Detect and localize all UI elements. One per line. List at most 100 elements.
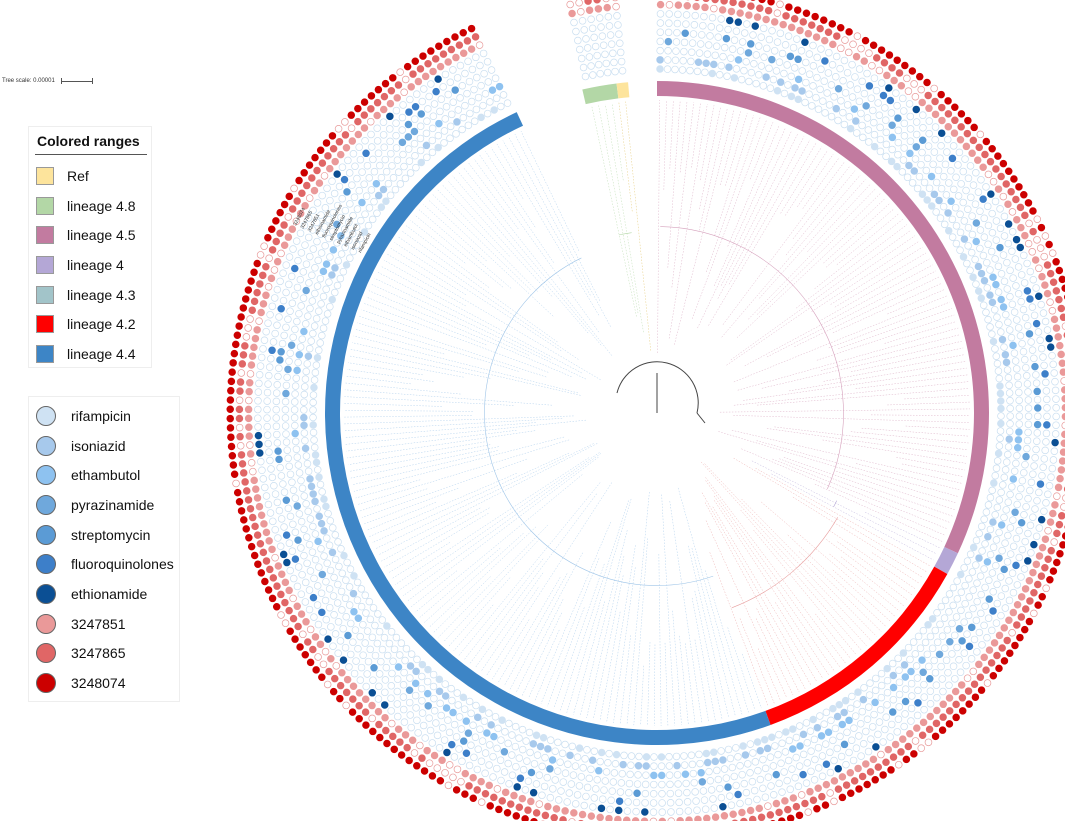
resistance-dot bbox=[381, 688, 389, 697]
resistance-dot bbox=[888, 64, 896, 72]
resistance-dot bbox=[353, 241, 361, 249]
resistance-dot bbox=[1037, 300, 1045, 309]
resistance-dot bbox=[900, 132, 909, 140]
resistance-dot bbox=[337, 213, 345, 222]
resistance-dot bbox=[599, 41, 608, 49]
resistance-dot bbox=[616, 48, 625, 57]
resistance-dot bbox=[524, 777, 533, 785]
resistance-dot bbox=[328, 524, 337, 532]
resistance-dot bbox=[753, 795, 761, 804]
resistance-dot bbox=[361, 591, 370, 600]
resistance-dot bbox=[1054, 333, 1062, 341]
resistance-dot bbox=[717, 747, 725, 755]
resistance-dot bbox=[299, 294, 308, 302]
resistance-dot bbox=[605, 22, 614, 30]
resistance-dot bbox=[970, 635, 979, 644]
resistance-dot bbox=[273, 257, 282, 266]
resistance-dot bbox=[485, 709, 493, 717]
resistance-dot bbox=[649, 808, 658, 816]
resistance-dot bbox=[363, 670, 371, 678]
resistance-dot bbox=[304, 312, 312, 320]
resistance-dot bbox=[720, 43, 729, 52]
resistance-dot bbox=[875, 66, 884, 75]
resistance-dot bbox=[674, 1, 683, 9]
resistance-dot bbox=[405, 157, 414, 165]
resistance-dot bbox=[340, 175, 349, 184]
resistance-dot bbox=[1032, 284, 1040, 292]
resistance-dot bbox=[752, 79, 760, 88]
resistance-dot bbox=[713, 766, 721, 775]
resistance-dot bbox=[890, 76, 898, 85]
resistance-dot bbox=[572, 27, 580, 36]
resistance-dot bbox=[495, 805, 503, 814]
resistance-dot bbox=[855, 65, 864, 73]
resistance-dot bbox=[658, 817, 667, 821]
tree-branch bbox=[508, 137, 611, 327]
resistance-dot bbox=[701, 805, 710, 813]
resistance-dot bbox=[244, 414, 253, 423]
resistance-dot bbox=[370, 167, 379, 176]
resistance-dot bbox=[734, 753, 742, 761]
resistance-dot bbox=[863, 114, 872, 122]
resistance-dot bbox=[460, 705, 469, 713]
resistance-dot bbox=[656, 28, 665, 36]
resistance-dot bbox=[867, 735, 875, 743]
resistance-dot bbox=[254, 423, 262, 431]
resistance-dot bbox=[399, 681, 408, 689]
resistance-dot bbox=[318, 331, 326, 340]
resistance-dot bbox=[788, 765, 796, 773]
resistance-dot bbox=[329, 592, 338, 600]
resistance-dot bbox=[999, 192, 1008, 201]
resistance-dot bbox=[1005, 616, 1013, 625]
resistance-dot bbox=[929, 160, 937, 169]
resistance-dot bbox=[814, 784, 822, 792]
resistance-dot bbox=[622, 816, 631, 821]
resistance-dot bbox=[588, 24, 597, 33]
resistance-dot bbox=[903, 173, 912, 182]
tree-branch bbox=[836, 213, 899, 265]
resistance-dot bbox=[435, 675, 444, 684]
resistance-dot bbox=[561, 769, 570, 777]
tree-branch bbox=[785, 170, 856, 256]
resistance-dot bbox=[255, 317, 263, 325]
resistance-dot bbox=[945, 681, 953, 690]
resistance-dot bbox=[1006, 490, 1014, 499]
resistance-dot bbox=[504, 739, 512, 748]
resistance-dot bbox=[1021, 355, 1029, 364]
resistance-dot bbox=[256, 362, 265, 370]
legend-label: lineage 4.4 bbox=[67, 345, 136, 362]
resistance-dot bbox=[318, 488, 326, 496]
resistance-dot bbox=[253, 259, 261, 268]
resistance-dot bbox=[942, 656, 951, 665]
resistance-dot bbox=[688, 39, 697, 47]
resistance-dot bbox=[634, 761, 643, 770]
resistance-dot bbox=[883, 676, 892, 685]
resistance-dot bbox=[679, 57, 687, 65]
resistance-dot bbox=[1014, 263, 1023, 271]
resistance-dot bbox=[342, 688, 351, 697]
resistance-dot bbox=[366, 117, 375, 126]
resistance-dot bbox=[297, 249, 306, 257]
resistance-dot bbox=[295, 309, 303, 318]
resistance-dot bbox=[450, 720, 459, 729]
resistance-dot bbox=[996, 224, 1005, 233]
resistance-dot bbox=[338, 194, 346, 203]
resistance-dot bbox=[465, 77, 474, 86]
resistance-dot bbox=[311, 530, 320, 538]
tree-branch bbox=[823, 354, 965, 382]
resistance-dot bbox=[246, 315, 254, 323]
resistance-dot bbox=[1007, 333, 1016, 342]
resistance-dot bbox=[604, 759, 612, 767]
resistance-dot bbox=[790, 14, 799, 23]
resistance-dot bbox=[991, 511, 999, 519]
tree-branch bbox=[691, 548, 736, 717]
resistance-dot bbox=[776, 78, 785, 86]
resistance-dot bbox=[238, 460, 247, 468]
tree-branch bbox=[757, 388, 970, 406]
resistance-dot bbox=[392, 144, 401, 152]
resistance-dot bbox=[445, 761, 454, 769]
resistance-dot bbox=[765, 64, 773, 73]
resistance-dot bbox=[227, 433, 235, 441]
resistance-dot bbox=[818, 792, 826, 801]
resistance-dot bbox=[711, 51, 720, 60]
